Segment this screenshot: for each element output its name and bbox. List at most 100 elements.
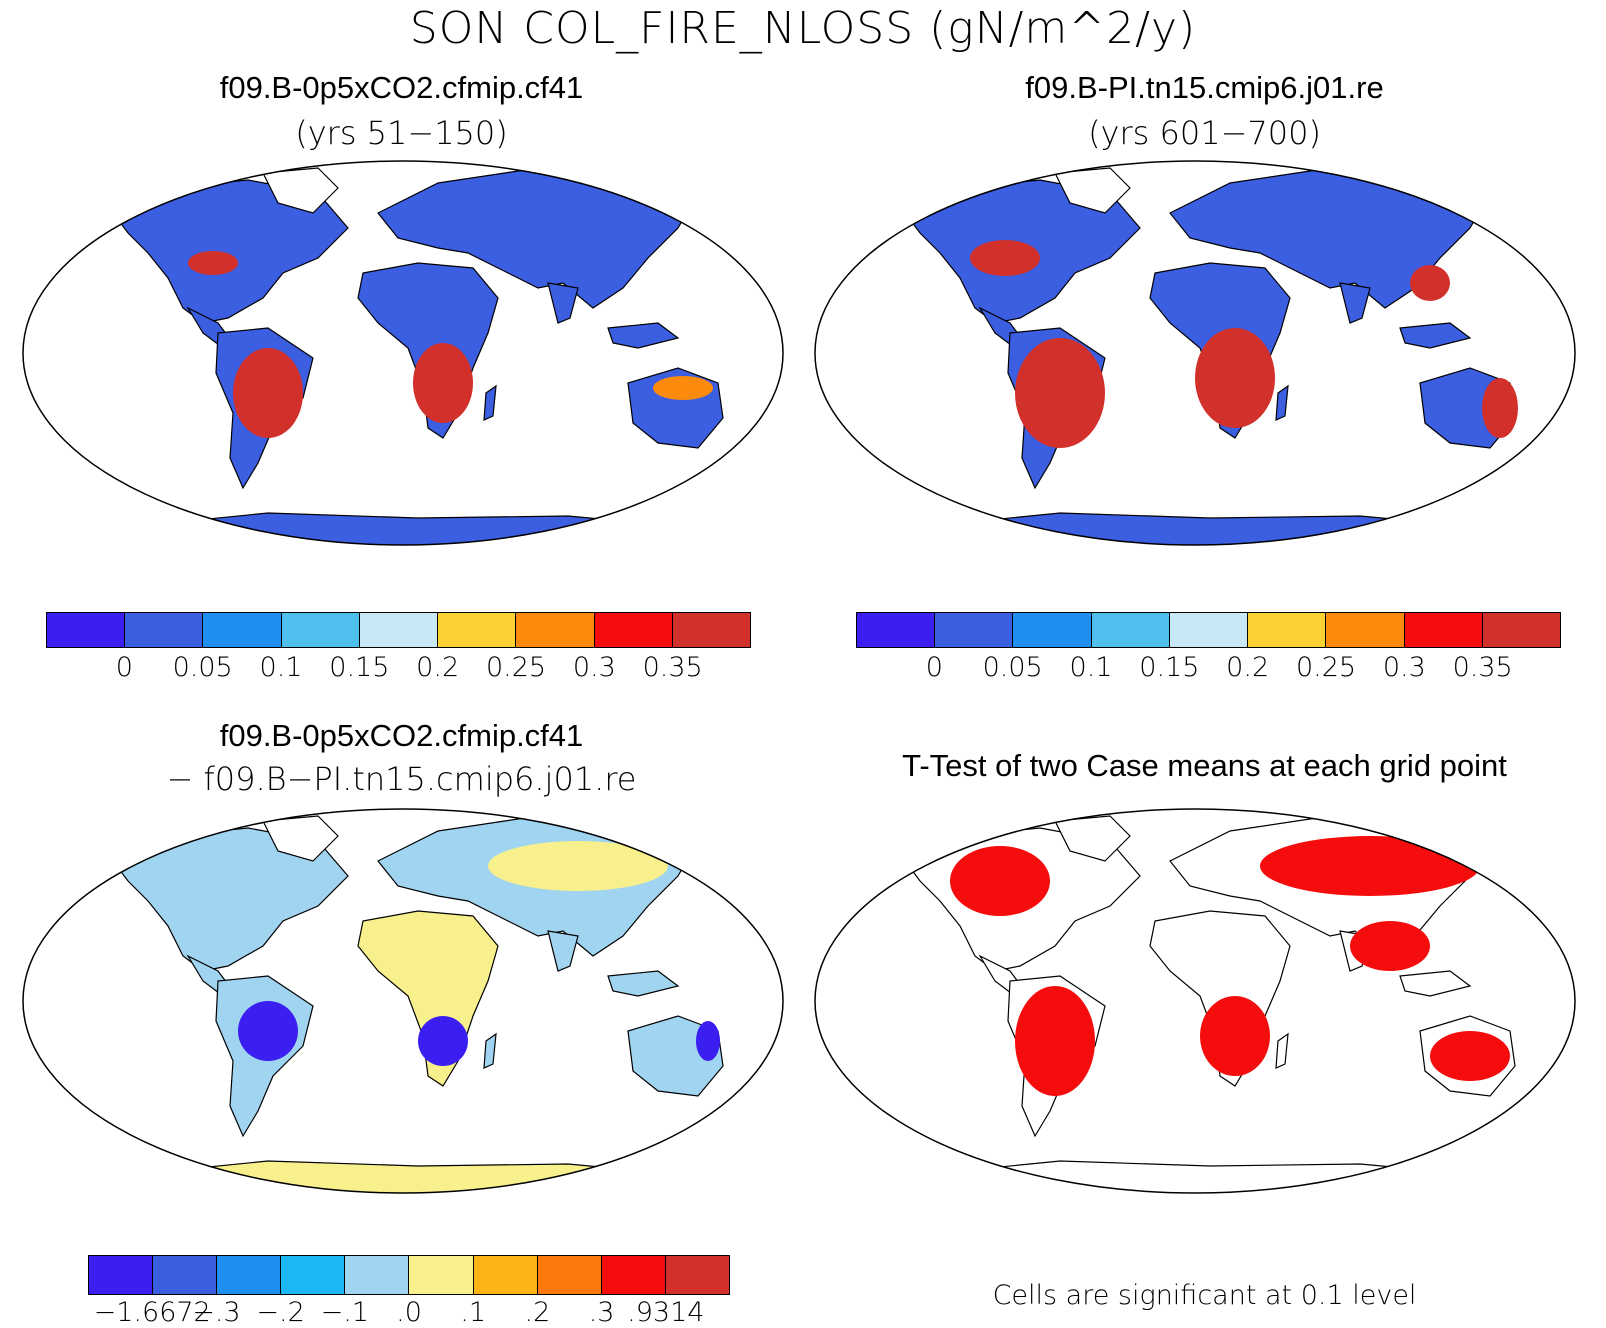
fire-hotspot-africa — [1195, 328, 1275, 428]
map-bottom-right — [814, 808, 1576, 1194]
land-madagascar — [483, 384, 497, 421]
colorbar-tick-label: .3 — [588, 1297, 615, 1328]
map-top-left-frame — [22, 160, 784, 546]
colorbar-tick-label: 0.25 — [1295, 652, 1357, 683]
land-india — [547, 282, 579, 324]
colorbar-tick-label: −1.6672 — [93, 1297, 211, 1328]
colorbar-tick-label: .2 — [524, 1297, 551, 1328]
significant-south-asia — [1350, 921, 1430, 971]
colorbar-swatch — [1247, 613, 1326, 647]
colorbar-swatch — [280, 1256, 345, 1294]
colorbar-swatch — [89, 1256, 153, 1294]
significant-north-america — [950, 846, 1050, 916]
significant-africa — [1200, 996, 1270, 1076]
colorbar-tick-label: 0.05 — [982, 652, 1043, 683]
fire-hotspot-north-america — [188, 251, 238, 275]
map-bottom-left — [22, 808, 784, 1194]
colorbar-tick-label: 0.25 — [485, 652, 547, 683]
colorbar-tick-label: .0 — [396, 1297, 422, 1328]
colorbar-swatch — [216, 1256, 281, 1294]
colorbar-swatch — [515, 613, 594, 647]
colorbar-top-left-labels: 0 0.05 0.1 0.15 0.2 0.25 0.3 0.35 — [46, 652, 751, 688]
panel-bottom-right-title: T-Test of two Case means at each grid po… — [902, 748, 1507, 783]
colorbar-swatch — [1325, 613, 1404, 647]
fire-hotspot-south-america — [233, 348, 303, 438]
panel-top-right-subtitle: (yrs 601−700) — [1088, 114, 1321, 152]
map-top-right-frame — [814, 160, 1576, 546]
map-bottom-left-land — [96, 815, 724, 1193]
colorbar-top-left — [46, 612, 751, 648]
colorbar-swatch — [344, 1256, 409, 1294]
colorbar-swatch — [934, 613, 1013, 647]
colorbar-tick-label: .1 — [460, 1297, 487, 1328]
colorbar-bottom-left-labels: −1.6672 −.3 −.2 −.1 .0 .1 .2 .3 .9314 — [88, 1297, 730, 1328]
colorbar-tick-label: 0.15 — [1139, 652, 1200, 683]
colorbar-tick-label: −.1 — [320, 1297, 369, 1328]
land-madagascar — [1275, 384, 1289, 421]
colorbar-tick-label: 0.2 — [416, 652, 460, 683]
land-india — [547, 930, 579, 972]
colorbar-swatch — [1090, 613, 1169, 647]
colorbar-tick-label: .9314 — [627, 1297, 705, 1328]
colorbar-tick-label: 0.1 — [259, 652, 303, 683]
colorbar-swatch — [1168, 613, 1248, 647]
colorbar-tick-label: −.2 — [256, 1297, 305, 1328]
map-top-right — [814, 160, 1576, 546]
colorbar-tick-label: 0.1 — [1069, 652, 1113, 683]
significance-note: Cells are significant at 0.1 level — [992, 1280, 1417, 1311]
figure-title: SON COL_FIRE_NLOSS (gN/m^2/y) — [409, 3, 1197, 54]
panel-top-left-title: f09.B-0p5xCO2.cfmip.cf41 — [219, 70, 584, 105]
colorbar-swatch — [1012, 613, 1091, 647]
land-greenland — [262, 815, 339, 862]
colorbar-swatch — [202, 613, 281, 647]
colorbar-swatch — [437, 613, 516, 647]
land-greenland — [1054, 167, 1131, 214]
colorbar-swatch — [593, 613, 672, 647]
panel-bottom-left-subtitle: − f09.B−PI.tn15.cmip6.j01.re — [166, 760, 637, 798]
significant-eurasia — [1260, 836, 1480, 896]
colorbar-tick-label: 0.05 — [172, 652, 233, 683]
colorbar-swatch — [536, 1256, 601, 1294]
land-antarctica — [96, 512, 720, 545]
fire-hotspot-south-america — [1015, 338, 1105, 448]
colorbar-tick-label: −.3 — [192, 1297, 241, 1328]
colorbar-tick-label: 0.3 — [1382, 652, 1426, 683]
map-bottom-left-frame — [22, 808, 784, 1194]
colorbar-tick-label: 0 — [925, 652, 943, 683]
colorbar-tick-label: 0.15 — [329, 652, 390, 683]
colorbar-tick-label: 0.2 — [1226, 652, 1270, 683]
fire-hotspot-australia — [1482, 378, 1518, 438]
map-top-left — [22, 160, 784, 546]
colorbar-tick-label: 0.3 — [572, 652, 616, 683]
fire-hotspot-australia — [653, 376, 713, 400]
land-seAsia — [1399, 322, 1472, 349]
land-antarctica — [888, 1160, 1512, 1193]
colorbar-swatch — [280, 613, 359, 647]
colorbar-tick-label: 0 — [115, 652, 133, 683]
significant-australia — [1430, 1031, 1510, 1081]
land-seAsia — [607, 322, 680, 349]
fire-hotspot-africa — [413, 343, 473, 423]
colorbar-swatch — [47, 613, 125, 647]
land-seAsia — [1399, 970, 1472, 997]
map-top-right-land — [888, 167, 1518, 545]
colorbar-tick-label: 0.35 — [1452, 652, 1513, 683]
panel-bottom-left-title: f09.B-0p5xCO2.cfmip.cf41 — [219, 718, 584, 753]
colorbar-swatch — [600, 1256, 665, 1294]
colorbar-swatch — [1403, 613, 1482, 647]
colorbar-swatch — [408, 1256, 473, 1294]
colorbar-swatch — [664, 1256, 729, 1294]
diff-negative-south-america — [238, 1001, 298, 1061]
significant-south-america — [1015, 986, 1095, 1096]
colorbar-top-right-labels: 0 0.05 0.1 0.15 0.2 0.25 0.3 0.35 — [856, 652, 1561, 688]
land-madagascar — [483, 1032, 497, 1069]
land-greenland — [1054, 815, 1131, 862]
diff-positive-siberia — [488, 841, 668, 891]
diff-negative-australia — [696, 1021, 720, 1061]
colorbar-swatch — [671, 613, 750, 647]
map-bottom-right-frame — [814, 808, 1576, 1194]
colorbar-bottom-left — [88, 1255, 730, 1295]
land-madagascar — [1275, 1032, 1289, 1069]
land-seAsia — [607, 970, 680, 997]
panel-top-left-subtitle: (yrs 51−150) — [295, 114, 508, 152]
